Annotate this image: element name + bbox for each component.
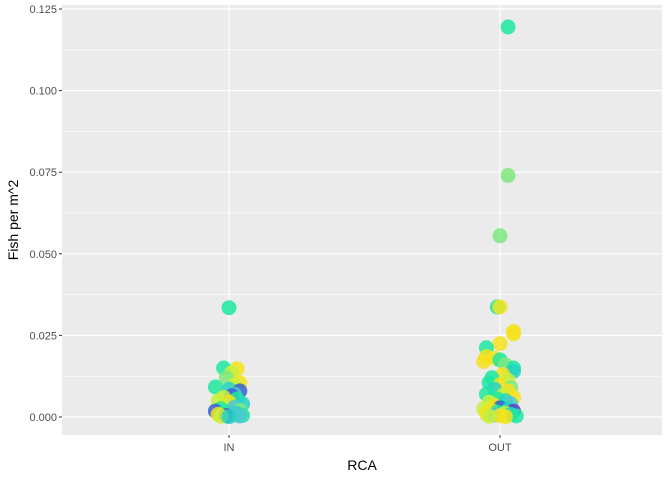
y-tick-label: 0.100 [29, 86, 57, 98]
x-axis-ticks: IN OUT [224, 435, 512, 454]
y-tick-label: 0.075 [29, 167, 57, 179]
data-point-out [492, 228, 508, 244]
data-point-out [492, 299, 508, 315]
data-point-out [492, 336, 508, 352]
y-tick-label: 0.000 [29, 412, 57, 424]
data-point-in [221, 300, 237, 316]
y-tick-label: 0.050 [29, 249, 57, 261]
data-point-in [221, 409, 237, 425]
x-tick-label-in: IN [224, 442, 235, 454]
data-points [207, 19, 524, 425]
plot-panel [62, 5, 662, 435]
data-point-out [476, 354, 492, 369]
data-point-out [506, 326, 521, 342]
y-tick-label: 0.125 [29, 4, 57, 16]
data-point-out [508, 408, 524, 424]
data-point-in [232, 408, 248, 424]
y-axis-title: Fish per m^2 [5, 180, 21, 261]
data-point-in [207, 379, 223, 395]
x-tick-label-out: OUT [488, 442, 512, 454]
data-point-out [497, 409, 513, 425]
y-tick-label: 0.025 [29, 330, 57, 342]
data-point-out [500, 19, 516, 35]
x-axis-title: RCA [347, 457, 377, 473]
data-point-out [500, 168, 516, 183]
data-point-out [481, 408, 497, 424]
y-axis-ticks: 0.000 0.025 0.050 0.075 0.100 0.125 [29, 4, 62, 424]
